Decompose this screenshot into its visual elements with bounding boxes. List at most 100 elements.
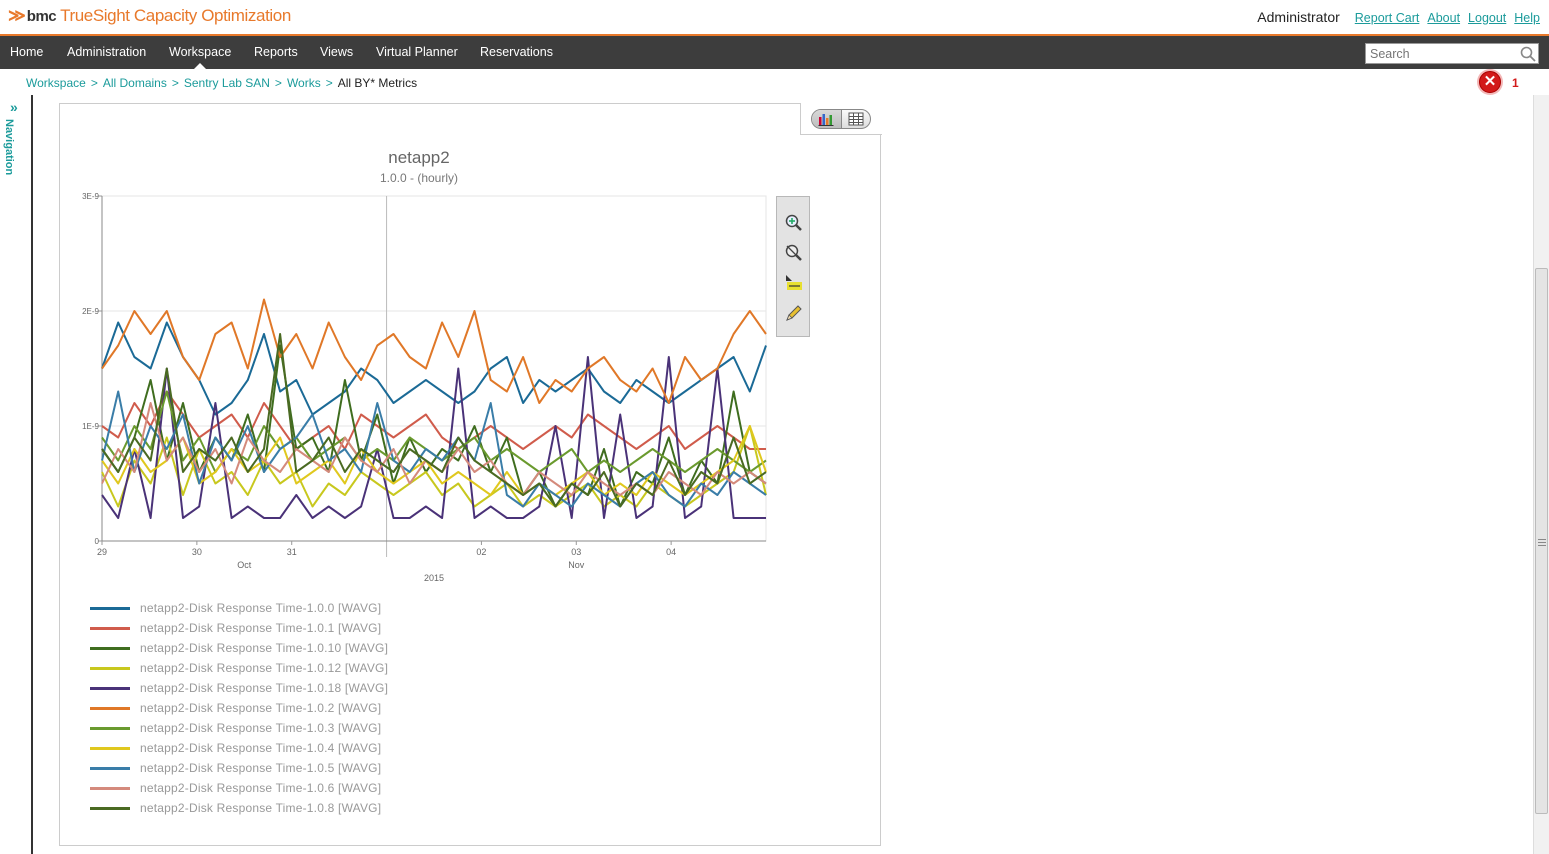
legend-label: netapp2-Disk Response Time-1.0.0 [WAVG] <box>140 601 382 615</box>
error-count[interactable]: 1 <box>1512 76 1519 90</box>
legend-swatch <box>90 646 130 650</box>
legend-swatch <box>90 666 130 670</box>
chart-toolbar <box>776 196 810 337</box>
legend-item[interactable]: netapp2-Disk Response Time-1.0.12 [WAVG] <box>90 658 388 678</box>
bmc-logo-icon: ≫ <box>8 6 26 25</box>
chart-subtitle: 1.0.0 - (hourly) <box>379 171 459 185</box>
x-tick-label: 03 <box>571 547 581 557</box>
page-scrollbar[interactable] <box>1533 95 1549 854</box>
breadcrumb-separator: > <box>90 76 98 90</box>
legend-swatch <box>90 606 130 610</box>
legend-label: netapp2-Disk Response Time-1.0.18 [WAVG] <box>140 681 389 695</box>
about-link[interactable]: About <box>1427 11 1461 25</box>
legend-swatch <box>90 766 130 770</box>
legend-item[interactable]: netapp2-Disk Response Time-1.0.2 [WAVG] <box>90 698 388 718</box>
legend-swatch <box>90 726 130 730</box>
search-icon[interactable] <box>1520 46 1536 62</box>
breadcrumb-link-works[interactable]: Works <box>286 76 321 90</box>
legend-swatch <box>90 626 130 630</box>
legend-label: netapp2-Disk Response Time-1.0.12 [WAVG] <box>140 661 389 675</box>
month-label: Oct <box>237 560 252 570</box>
nav-item-views[interactable]: Views <box>320 45 354 59</box>
y-tick-label: 3E-9 <box>82 192 99 201</box>
legend-label: netapp2-Disk Response Time-1.0.1 [WAVG] <box>140 621 382 635</box>
legend-label: netapp2-Disk Response Time-1.0.4 [WAVG] <box>140 741 382 755</box>
legend-item[interactable]: netapp2-Disk Response Time-1.0.3 [WAVG] <box>90 718 388 738</box>
nav-item-workspace[interactable]: Workspace <box>169 45 232 69</box>
view-toggle-tab <box>800 103 882 135</box>
navigation-label: Navigation <box>3 119 15 176</box>
legend-item[interactable]: netapp2-Disk Response Time-1.0.6 [WAVG] <box>90 778 388 798</box>
logout-link[interactable]: Logout <box>1468 11 1507 25</box>
legend-label: netapp2-Disk Response Time-1.0.5 [WAVG] <box>140 761 382 775</box>
x-tick-label: 04 <box>666 547 676 557</box>
breadcrumb: Workspace > All Domains > Sentry Lab SAN… <box>26 76 417 90</box>
breadcrumb-link-sentry-lab-san[interactable]: Sentry Lab SAN <box>183 76 270 90</box>
product-name: TrueSight Capacity Optimization <box>60 6 291 25</box>
help-link[interactable]: Help <box>1514 11 1540 25</box>
label-icon[interactable] <box>784 273 804 293</box>
legend-swatch <box>90 746 130 750</box>
series-line <box>101 390 766 450</box>
view-toggle[interactable] <box>811 109 871 129</box>
breadcrumb-link-workspace[interactable]: Workspace <box>26 76 86 90</box>
nav-item-virtual-planner[interactable]: Virtual Planner <box>376 45 458 59</box>
breadcrumb-current: All BY* Metrics <box>337 76 418 90</box>
year-label: 2015 <box>424 573 444 583</box>
legend-item[interactable]: netapp2-Disk Response Time-1.0.5 [WAVG] <box>90 758 388 778</box>
legend-item[interactable]: netapp2-Disk Response Time-1.0.18 [WAVG] <box>90 678 388 698</box>
header-accent-bar <box>0 34 1549 36</box>
nav-item-reservations[interactable]: Reservations <box>480 45 553 59</box>
legend-label: netapp2-Disk Response Time-1.0.6 [WAVG] <box>140 781 382 795</box>
series-line <box>101 321 767 416</box>
line-chart: 0 1E-9 2E-9 3E-9 29 30 31 02 03 04 Oct Nov 2015 <box>82 192 767 583</box>
expand-chevron-icon[interactable]: » <box>10 99 18 115</box>
table-view-icon[interactable] <box>842 110 871 128</box>
y-tick-label: 0 <box>95 537 100 546</box>
legend-swatch <box>90 806 130 810</box>
scrollbar-thumb[interactable] <box>1535 268 1548 814</box>
brand-name: bmc <box>26 7 57 25</box>
legend-label: netapp2-Disk Response Time-1.0.8 [WAVG] <box>140 801 382 815</box>
legend-item[interactable]: netapp2-Disk Response Time-1.0.0 [WAVG] <box>90 598 388 618</box>
user-name: Administrator <box>1257 9 1340 25</box>
nav-item-home[interactable]: Home <box>10 45 44 59</box>
main-nav: Home Administration Workspace Reports Vi… <box>0 36 1549 69</box>
legend-item[interactable]: netapp2-Disk Response Time-1.0.1 [WAVG] <box>90 618 388 638</box>
scrollbar-grip-icon <box>1538 539 1546 546</box>
breadcrumb-link-all-domains[interactable]: All Domains <box>102 76 167 90</box>
chart-title: netapp2 <box>388 148 450 167</box>
month-label: Nov <box>568 560 585 570</box>
nav-item-reports[interactable]: Reports <box>254 45 298 59</box>
pencil-icon[interactable] <box>784 303 804 323</box>
chart-view-icon[interactable] <box>812 110 842 128</box>
legend-item[interactable]: netapp2-Disk Response Time-1.0.4 [WAVG] <box>90 738 388 758</box>
series-line <box>101 298 767 404</box>
user-area: Administrator Report Cart About Logout H… <box>1257 9 1540 25</box>
legend-swatch <box>90 706 130 710</box>
search-input[interactable] <box>1365 43 1539 64</box>
y-tick-label: 1E-9 <box>82 422 99 431</box>
series-line <box>101 390 767 508</box>
report-cart-link[interactable]: Report Cart <box>1354 11 1420 25</box>
legend-label: netapp2-Disk Response Time-1.0.2 [WAVG] <box>140 701 382 715</box>
legend-item[interactable]: netapp2-Disk Response Time-1.0.8 [WAVG] <box>90 798 388 818</box>
error-icon[interactable]: ✕ <box>1479 71 1501 93</box>
x-tick-label: 31 <box>287 547 297 557</box>
breadcrumb-separator: > <box>325 76 333 90</box>
zoom-reset-icon[interactable] <box>784 243 804 263</box>
chart-panel: netapp2 1.0.0 - (hourly) 0 1E-9 2E-9 3E-9 29… <box>59 103 882 846</box>
breadcrumb-separator: > <box>274 76 282 90</box>
series-line <box>101 425 767 496</box>
legend-swatch <box>90 786 130 790</box>
x-tick-label: 29 <box>97 547 107 557</box>
zoom-in-icon[interactable] <box>784 213 804 233</box>
x-tick-label: 02 <box>476 547 486 557</box>
y-tick-label: 2E-9 <box>82 307 99 316</box>
series-line <box>101 356 766 519</box>
nav-item-administration[interactable]: Administration <box>67 45 147 59</box>
navigation-panel-toggle[interactable]: » Navigation <box>0 95 33 854</box>
x-tick-label: 30 <box>192 547 202 557</box>
legend-label: netapp2-Disk Response Time-1.0.10 [WAVG] <box>140 641 389 655</box>
legend-item[interactable]: netapp2-Disk Response Time-1.0.10 [WAVG] <box>90 638 388 658</box>
